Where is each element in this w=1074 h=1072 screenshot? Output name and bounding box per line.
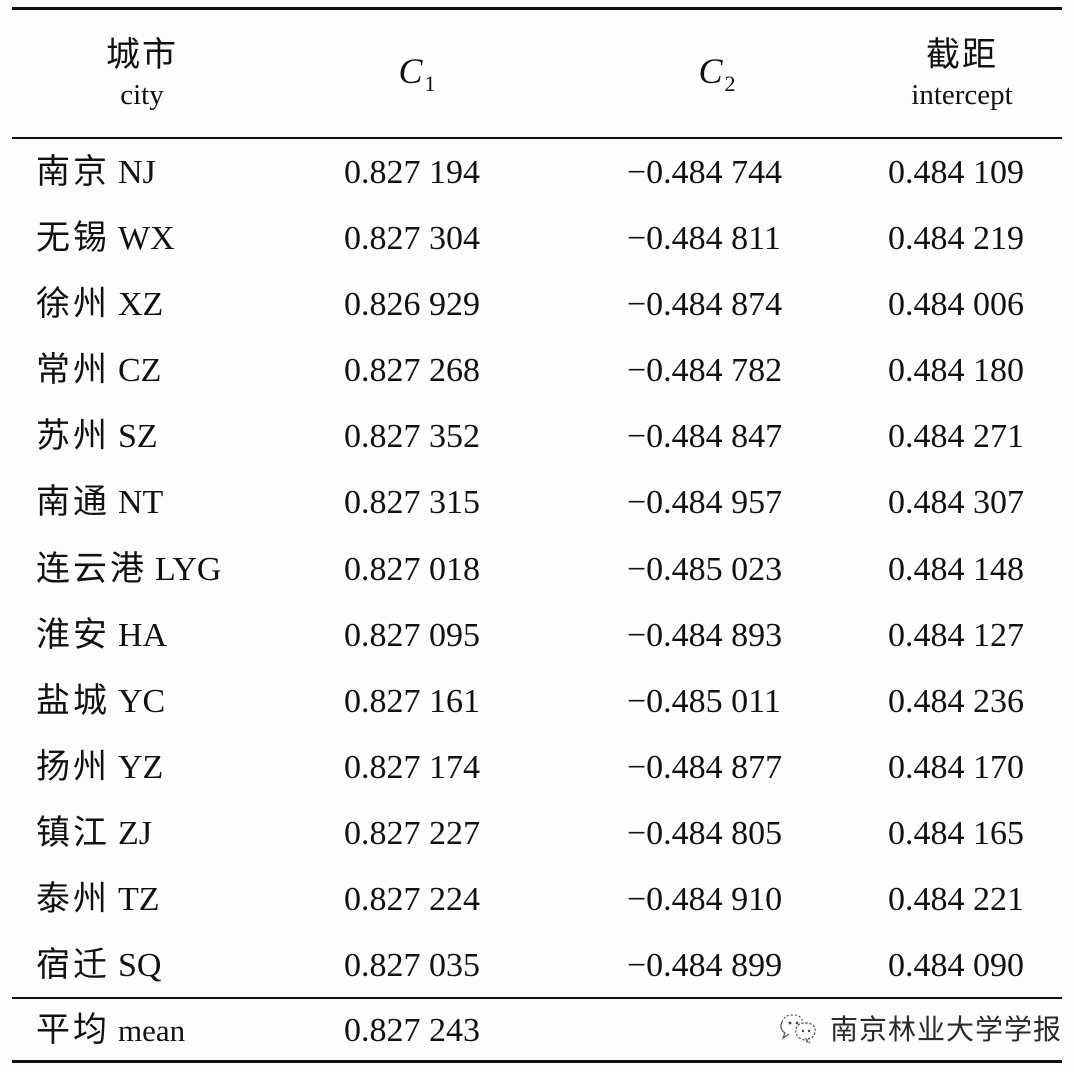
header-c2-symbol: C2 bbox=[698, 51, 736, 96]
c1-cell: 0.827 174 bbox=[344, 749, 480, 786]
mean-label: 平均 mean bbox=[36, 1012, 186, 1049]
header-intercept-en: intercept bbox=[911, 78, 1013, 111]
intercept-cell: 0.484 090 bbox=[888, 947, 1024, 984]
header-c2: C2 bbox=[642, 10, 792, 137]
header-city-zh: 城市 bbox=[106, 36, 178, 74]
city-cell: 连云港 LYG bbox=[36, 551, 222, 588]
city-cell: 泰州 TZ bbox=[36, 881, 160, 918]
city-cell: 苏州 SZ bbox=[36, 418, 158, 455]
table-row: 南京 NJ 0.827 194 −0.484 744 0.484 109 bbox=[0, 140, 1074, 206]
intercept-cell: 0.484 221 bbox=[888, 881, 1024, 918]
c1-cell: 0.827 161 bbox=[344, 683, 480, 720]
table-row: 连云港 LYG 0.827 018 −0.485 023 0.484 148 bbox=[0, 537, 1074, 603]
c1-cell: 0.827 352 bbox=[344, 418, 480, 455]
table-row: 苏州 SZ 0.827 352 −0.484 847 0.484 271 bbox=[0, 404, 1074, 470]
c1-cell: 0.827 227 bbox=[344, 815, 480, 852]
c1-cell: 0.827 268 bbox=[344, 352, 480, 389]
c2-cell: −0.484 744 bbox=[627, 154, 783, 191]
c1-cell: 0.827 315 bbox=[344, 484, 480, 521]
watermark-text: 南京林业大学学报 bbox=[830, 1013, 1063, 1046]
city-cell: 扬州 YZ bbox=[36, 749, 164, 786]
mean-row: 平均 mean 0.827 243 bbox=[0, 999, 1074, 1060]
intercept-cell: 0.484 307 bbox=[888, 484, 1024, 521]
intercept-cell: 0.484 148 bbox=[888, 551, 1024, 588]
c1-cell: 0.827 224 bbox=[344, 881, 480, 918]
intercept-cell: 0.484 109 bbox=[888, 154, 1024, 191]
c2-cell: −0.484 811 bbox=[627, 220, 781, 257]
intercept-cell: 0.484 219 bbox=[888, 220, 1024, 257]
c2-cell: −0.484 910 bbox=[627, 881, 783, 918]
c2-cell: −0.484 874 bbox=[627, 286, 783, 323]
table-row: 南通 NT 0.827 315 −0.484 957 0.484 307 bbox=[0, 470, 1074, 536]
c2-cell: −0.484 847 bbox=[627, 418, 783, 455]
city-cell: 宿迁 SQ bbox=[36, 947, 162, 984]
table-header: 城市 city C1 C2 截距 intercept bbox=[12, 10, 1062, 137]
header-intercept-zh: 截距 bbox=[926, 36, 998, 74]
table-row: 淮安 HA 0.827 095 −0.484 893 0.484 127 bbox=[0, 603, 1074, 669]
intercept-cell: 0.484 127 bbox=[888, 617, 1024, 654]
c2-cell: −0.484 805 bbox=[627, 815, 783, 852]
city-cell: 淮安 HA bbox=[36, 617, 168, 654]
intercept-cell: 0.484 236 bbox=[888, 683, 1024, 720]
c2-cell: −0.485 011 bbox=[627, 683, 781, 720]
top-rule bbox=[12, 7, 1062, 10]
table-row: 镇江 ZJ 0.827 227 −0.484 805 0.484 165 bbox=[0, 801, 1074, 867]
table-row: 宿迁 SQ 0.827 035 −0.484 899 0.484 090 bbox=[0, 933, 1074, 999]
bottom-rule bbox=[12, 1060, 1062, 1063]
c2-cell: −0.484 899 bbox=[627, 947, 783, 984]
intercept-cell: 0.484 170 bbox=[888, 749, 1024, 786]
city-cell: 盐城 YC bbox=[36, 683, 166, 720]
c1-cell: 0.827 095 bbox=[344, 617, 480, 654]
intercept-cell: 0.484 271 bbox=[888, 418, 1024, 455]
city-cell: 南通 NT bbox=[36, 484, 164, 521]
intercept-cell: 0.484 180 bbox=[888, 352, 1024, 389]
c1-cell: 0.827 018 bbox=[344, 551, 480, 588]
c2-cell: −0.485 023 bbox=[627, 551, 783, 588]
header-c1-symbol: C1 bbox=[398, 51, 436, 96]
table-row: 徐州 XZ 0.826 929 −0.484 874 0.484 006 bbox=[0, 272, 1074, 338]
mean-c1: 0.827 243 bbox=[344, 1012, 480, 1049]
city-cell: 常州 CZ bbox=[36, 352, 162, 389]
intercept-cell: 0.484 006 bbox=[888, 286, 1024, 323]
c2-cell: −0.484 782 bbox=[627, 352, 783, 389]
c2-cell: −0.484 877 bbox=[627, 749, 783, 786]
intercept-cell: 0.484 165 bbox=[888, 815, 1024, 852]
table-row: 常州 CZ 0.827 268 −0.484 782 0.484 180 bbox=[0, 338, 1074, 404]
watermark: 南京林业大学学报 bbox=[776, 1008, 1062, 1048]
table-row: 扬州 YZ 0.827 174 −0.484 877 0.484 170 bbox=[0, 735, 1074, 801]
c1-cell: 0.826 929 bbox=[344, 286, 480, 323]
city-cell: 无锡 WX bbox=[36, 220, 175, 257]
city-cell: 镇江 ZJ bbox=[36, 815, 152, 852]
mean-rule bbox=[12, 997, 1062, 999]
city-cell: 南京 NJ bbox=[36, 154, 156, 191]
c2-cell: −0.484 893 bbox=[627, 617, 783, 654]
c1-cell: 0.827 304 bbox=[344, 220, 480, 257]
table-row: 无锡 WX 0.827 304 −0.484 811 0.484 219 bbox=[0, 206, 1074, 272]
city-cell: 徐州 XZ bbox=[36, 286, 164, 323]
c1-cell: 0.827 035 bbox=[344, 947, 480, 984]
wechat-icon bbox=[780, 1014, 816, 1044]
header-rule bbox=[12, 137, 1062, 139]
header-city: 城市 city bbox=[62, 10, 222, 137]
header-intercept: 截距 intercept bbox=[882, 10, 1042, 137]
header-c1: C1 bbox=[342, 10, 492, 137]
header-city-en: city bbox=[120, 78, 164, 111]
table-row: 盐城 YC 0.827 161 −0.485 011 0.484 236 bbox=[0, 669, 1074, 735]
table-row: 泰州 TZ 0.827 224 −0.484 910 0.484 221 bbox=[0, 867, 1074, 933]
c2-cell: −0.484 957 bbox=[627, 484, 783, 521]
c1-cell: 0.827 194 bbox=[344, 154, 480, 191]
